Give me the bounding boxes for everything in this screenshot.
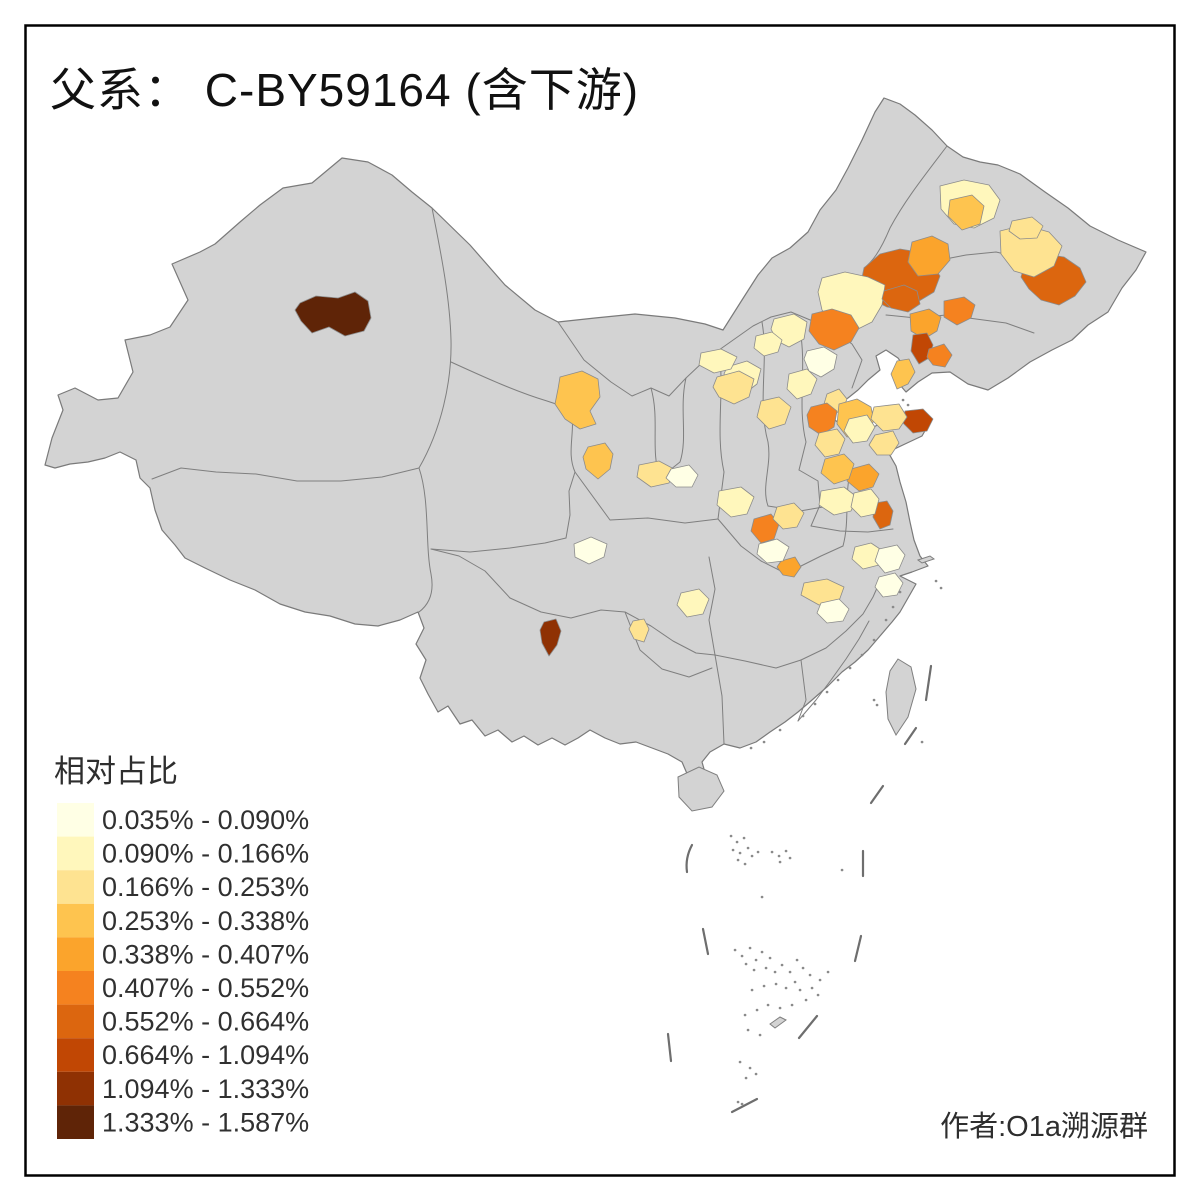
legend-swatch	[57, 903, 94, 938]
prefecture-region	[1008, 216, 1044, 240]
legend-swatch	[57, 870, 94, 904]
legend-row: 0.552% - 0.664%	[57, 1004, 309, 1039]
legend-label: 0.035% - 0.090%	[102, 805, 309, 835]
prefecture-region	[698, 348, 738, 374]
legend-row: 1.333% - 1.587%	[57, 1105, 309, 1139]
legend: 相对占比 0.035% - 0.090% 0.090% - 0.166% 0.1…	[54, 754, 309, 1139]
legend-row: 0.090% - 0.166%	[57, 836, 309, 871]
prefecture-region	[872, 500, 894, 530]
hainan-island	[677, 766, 725, 812]
legend-row: 1.094% - 1.333%	[57, 1071, 309, 1106]
prefecture-region	[814, 428, 846, 458]
prefecture-region	[816, 598, 850, 624]
prefecture-region	[539, 618, 562, 657]
prefecture-region	[870, 403, 908, 432]
prefecture-region	[874, 544, 906, 574]
legend-label: 0.407% - 0.552%	[102, 973, 309, 1003]
prefecture-region	[890, 358, 916, 390]
legend-title: 相对占比	[54, 754, 178, 789]
taiwan-island	[885, 658, 917, 736]
prefecture-region	[750, 513, 780, 544]
prefecture-region	[554, 370, 601, 430]
legend-swatch	[57, 971, 94, 1005]
prefecture-region	[843, 414, 876, 444]
legend-label: 0.090% - 0.166%	[102, 839, 309, 869]
islands	[677, 555, 936, 1029]
prefecture-region	[881, 284, 921, 313]
chongming-island	[916, 555, 936, 564]
legend-row: 0.166% - 0.253%	[57, 870, 309, 904]
prefecture-region	[926, 343, 953, 368]
legend-label: 1.094% - 1.333%	[102, 1074, 309, 1104]
prefecture-region	[803, 346, 838, 378]
legend-label: 0.338% - 0.407%	[102, 939, 309, 969]
figure-frame	[24, 24, 1176, 1177]
legend-row: 0.253% - 0.338%	[57, 903, 309, 938]
prefecture-region	[850, 488, 880, 518]
prefecture-region	[874, 572, 904, 598]
map-title: 父系： C-BY59164 (含下游)	[50, 64, 639, 116]
prefecture-region	[943, 296, 976, 326]
prefecture-region	[786, 368, 818, 400]
prefecture-region	[628, 618, 650, 643]
legend-swatch	[57, 1038, 94, 1072]
prefecture-region	[772, 502, 805, 530]
legend-label: 0.552% - 0.664%	[102, 1007, 309, 1037]
prefecture-region	[776, 556, 802, 578]
legend-swatch	[57, 836, 94, 871]
legend-swatch	[57, 937, 94, 971]
china-map	[44, 97, 1147, 1114]
colored-regions	[294, 179, 1087, 657]
island-dots	[729, 398, 943, 1106]
prefecture-region	[716, 486, 755, 518]
prefecture-region	[947, 194, 985, 231]
prefecture-region	[573, 536, 608, 565]
legend-label: 0.166% - 0.253%	[102, 872, 309, 902]
prefecture-region	[907, 235, 951, 277]
prefecture-region	[294, 291, 372, 337]
prefecture-region	[582, 442, 614, 480]
prefecture-region	[636, 460, 675, 488]
prefecture-region	[909, 308, 942, 340]
legend-label: 0.664% - 1.094%	[102, 1040, 309, 1070]
prefecture-region	[846, 463, 880, 492]
south-sea-islet	[769, 1016, 787, 1029]
prefecture-region	[676, 588, 710, 618]
prefecture-region	[665, 464, 699, 488]
nine-dash-line	[666, 664, 933, 1114]
legend-swatch	[57, 803, 94, 837]
prefecture-region	[820, 453, 855, 485]
prefecture-region	[756, 396, 792, 430]
prefecture-region	[712, 370, 755, 405]
legend-label: 0.253% - 0.338%	[102, 906, 309, 936]
legend-row: 0.035% - 0.090%	[57, 803, 309, 837]
prefecture-region	[818, 486, 858, 516]
legend-row: 0.407% - 0.552%	[57, 971, 309, 1005]
legend-row: 0.664% - 1.094%	[57, 1038, 309, 1072]
attribution-text: 作者:O1a溯源群	[940, 1110, 1148, 1143]
legend-swatch	[57, 1105, 94, 1139]
legend-row: 0.338% - 0.407%	[57, 937, 309, 971]
prefecture-region	[868, 430, 900, 456]
legend-label: 1.333% - 1.587%	[102, 1107, 309, 1137]
legend-swatch	[57, 1004, 94, 1039]
prefecture-region	[756, 538, 790, 564]
prefecture-region	[753, 331, 783, 357]
prefecture-region	[808, 308, 860, 351]
legend-swatch	[57, 1071, 94, 1106]
